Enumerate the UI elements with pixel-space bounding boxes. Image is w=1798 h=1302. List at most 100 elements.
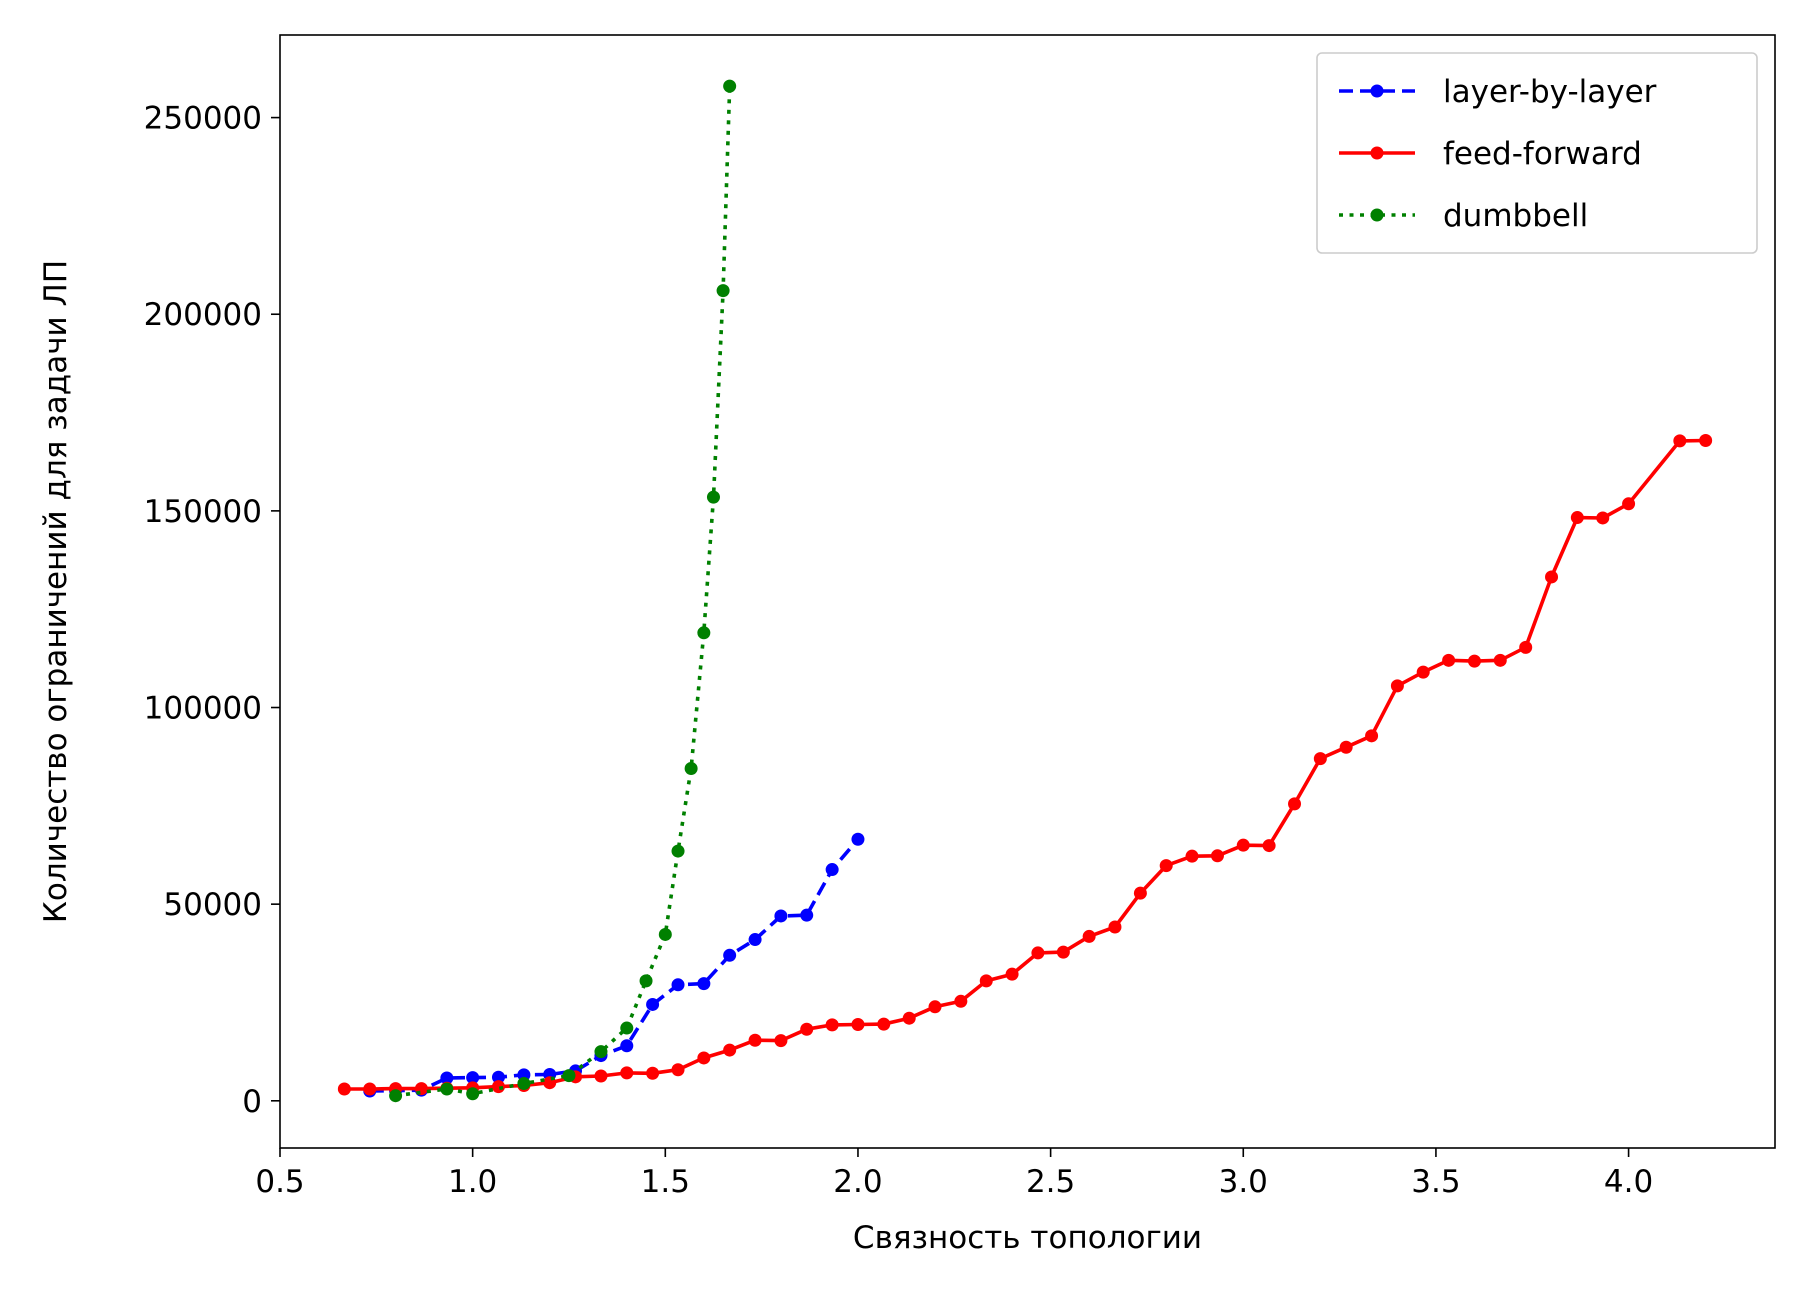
data-point bbox=[800, 1022, 814, 1036]
x-axis-label: Связность топологии bbox=[853, 1220, 1202, 1256]
legend-marker bbox=[1370, 146, 1384, 160]
data-point bbox=[620, 1039, 634, 1053]
data-point bbox=[1622, 497, 1636, 511]
data-point bbox=[748, 933, 762, 947]
y-tick-label: 100000 bbox=[144, 691, 262, 727]
data-point bbox=[1159, 859, 1173, 873]
data-point bbox=[902, 1011, 916, 1025]
legend-label: dumbbell bbox=[1443, 198, 1588, 234]
data-point bbox=[684, 761, 698, 775]
data-point bbox=[1673, 434, 1687, 448]
legend-item: layer-by-layer bbox=[1339, 74, 1657, 110]
plot-area bbox=[337, 79, 1713, 1103]
data-point bbox=[1416, 665, 1430, 679]
x-tick-label: 2.0 bbox=[833, 1164, 882, 1200]
data-point bbox=[389, 1089, 403, 1103]
data-point bbox=[1236, 838, 1250, 852]
data-point bbox=[594, 1069, 608, 1083]
data-point bbox=[517, 1077, 531, 1091]
data-point bbox=[825, 1018, 839, 1032]
data-point bbox=[748, 1033, 762, 1047]
data-point bbox=[716, 284, 730, 298]
data-point bbox=[1545, 570, 1559, 584]
data-point bbox=[594, 1045, 608, 1059]
data-point bbox=[466, 1087, 480, 1101]
x-tick-label: 2.5 bbox=[1026, 1164, 1075, 1200]
data-point bbox=[697, 1051, 711, 1065]
data-point bbox=[877, 1017, 891, 1031]
data-point bbox=[671, 1063, 685, 1077]
x-tick-label: 4.0 bbox=[1604, 1164, 1653, 1200]
data-point bbox=[954, 994, 968, 1008]
y-tick-label: 0 bbox=[242, 1084, 262, 1120]
data-point bbox=[1519, 640, 1533, 654]
data-point bbox=[1493, 653, 1507, 667]
y-tick-label: 200000 bbox=[144, 297, 262, 333]
data-point bbox=[363, 1082, 377, 1096]
data-point bbox=[671, 844, 685, 858]
x-tick-label: 1.0 bbox=[448, 1164, 497, 1200]
data-point bbox=[851, 1018, 865, 1032]
data-point bbox=[1185, 849, 1199, 863]
data-point bbox=[337, 1082, 351, 1096]
legend-box bbox=[1316, 52, 1758, 254]
data-point bbox=[491, 1070, 505, 1084]
y-tick-label: 150000 bbox=[144, 494, 262, 530]
data-point bbox=[1339, 740, 1353, 754]
data-point bbox=[774, 1034, 788, 1048]
data-point bbox=[639, 974, 653, 988]
data-point bbox=[491, 1080, 505, 1094]
data-point bbox=[723, 79, 737, 93]
data-point bbox=[1467, 654, 1481, 668]
data-point bbox=[1442, 653, 1456, 667]
legend-item: dumbbell bbox=[1339, 198, 1588, 234]
data-point bbox=[825, 863, 839, 877]
data-point bbox=[658, 927, 672, 941]
y-axis-label: Количество ограничений для задачи ЛП bbox=[38, 260, 74, 923]
x-tick-label: 3.0 bbox=[1219, 1164, 1268, 1200]
data-point bbox=[1288, 797, 1302, 811]
data-point bbox=[620, 1021, 634, 1035]
data-point bbox=[1056, 945, 1070, 959]
axes-frame bbox=[279, 34, 1776, 1149]
data-point bbox=[466, 1071, 480, 1085]
x-tick-label: 1.5 bbox=[641, 1164, 690, 1200]
data-point bbox=[697, 626, 711, 640]
legend-label: layer-by-layer bbox=[1443, 74, 1657, 110]
data-point bbox=[1596, 511, 1610, 525]
data-point bbox=[1570, 511, 1584, 525]
data-point bbox=[800, 908, 814, 922]
data-point bbox=[646, 1066, 660, 1080]
y-tick-label: 50000 bbox=[163, 887, 262, 923]
legend: layer-by-layer feed-forward dumbbell bbox=[1316, 52, 1758, 254]
data-point bbox=[440, 1071, 454, 1085]
data-point bbox=[723, 948, 737, 962]
x-axis: 0.5 1.0 1.5 2.0 2.5 3.0 3.5 4.0 bbox=[255, 1148, 1653, 1200]
x-tick-label: 0.5 bbox=[255, 1164, 304, 1200]
data-point bbox=[562, 1069, 576, 1083]
y-axis: 0 50000 100000 150000 200000 250000 bbox=[144, 101, 280, 1120]
data-point bbox=[671, 978, 685, 992]
data-point bbox=[1210, 849, 1224, 863]
data-point bbox=[1699, 433, 1713, 447]
data-point bbox=[646, 997, 660, 1011]
legend-marker bbox=[1370, 84, 1384, 98]
data-point bbox=[440, 1082, 454, 1096]
series-dumbbell bbox=[389, 79, 737, 1103]
legend-label: feed-forward bbox=[1443, 136, 1642, 172]
data-point bbox=[706, 490, 720, 504]
data-point bbox=[1365, 729, 1379, 743]
legend-marker bbox=[1370, 208, 1384, 222]
data-point bbox=[620, 1066, 634, 1080]
data-point bbox=[774, 909, 788, 923]
data-point bbox=[1262, 839, 1276, 853]
data-point bbox=[1082, 929, 1096, 943]
data-point bbox=[1031, 946, 1045, 960]
data-point bbox=[1390, 679, 1404, 693]
legend-item: feed-forward bbox=[1339, 136, 1642, 172]
data-point bbox=[1005, 967, 1019, 981]
data-point bbox=[851, 832, 865, 846]
x-tick-label: 3.5 bbox=[1411, 1164, 1460, 1200]
data-point bbox=[1133, 886, 1147, 900]
